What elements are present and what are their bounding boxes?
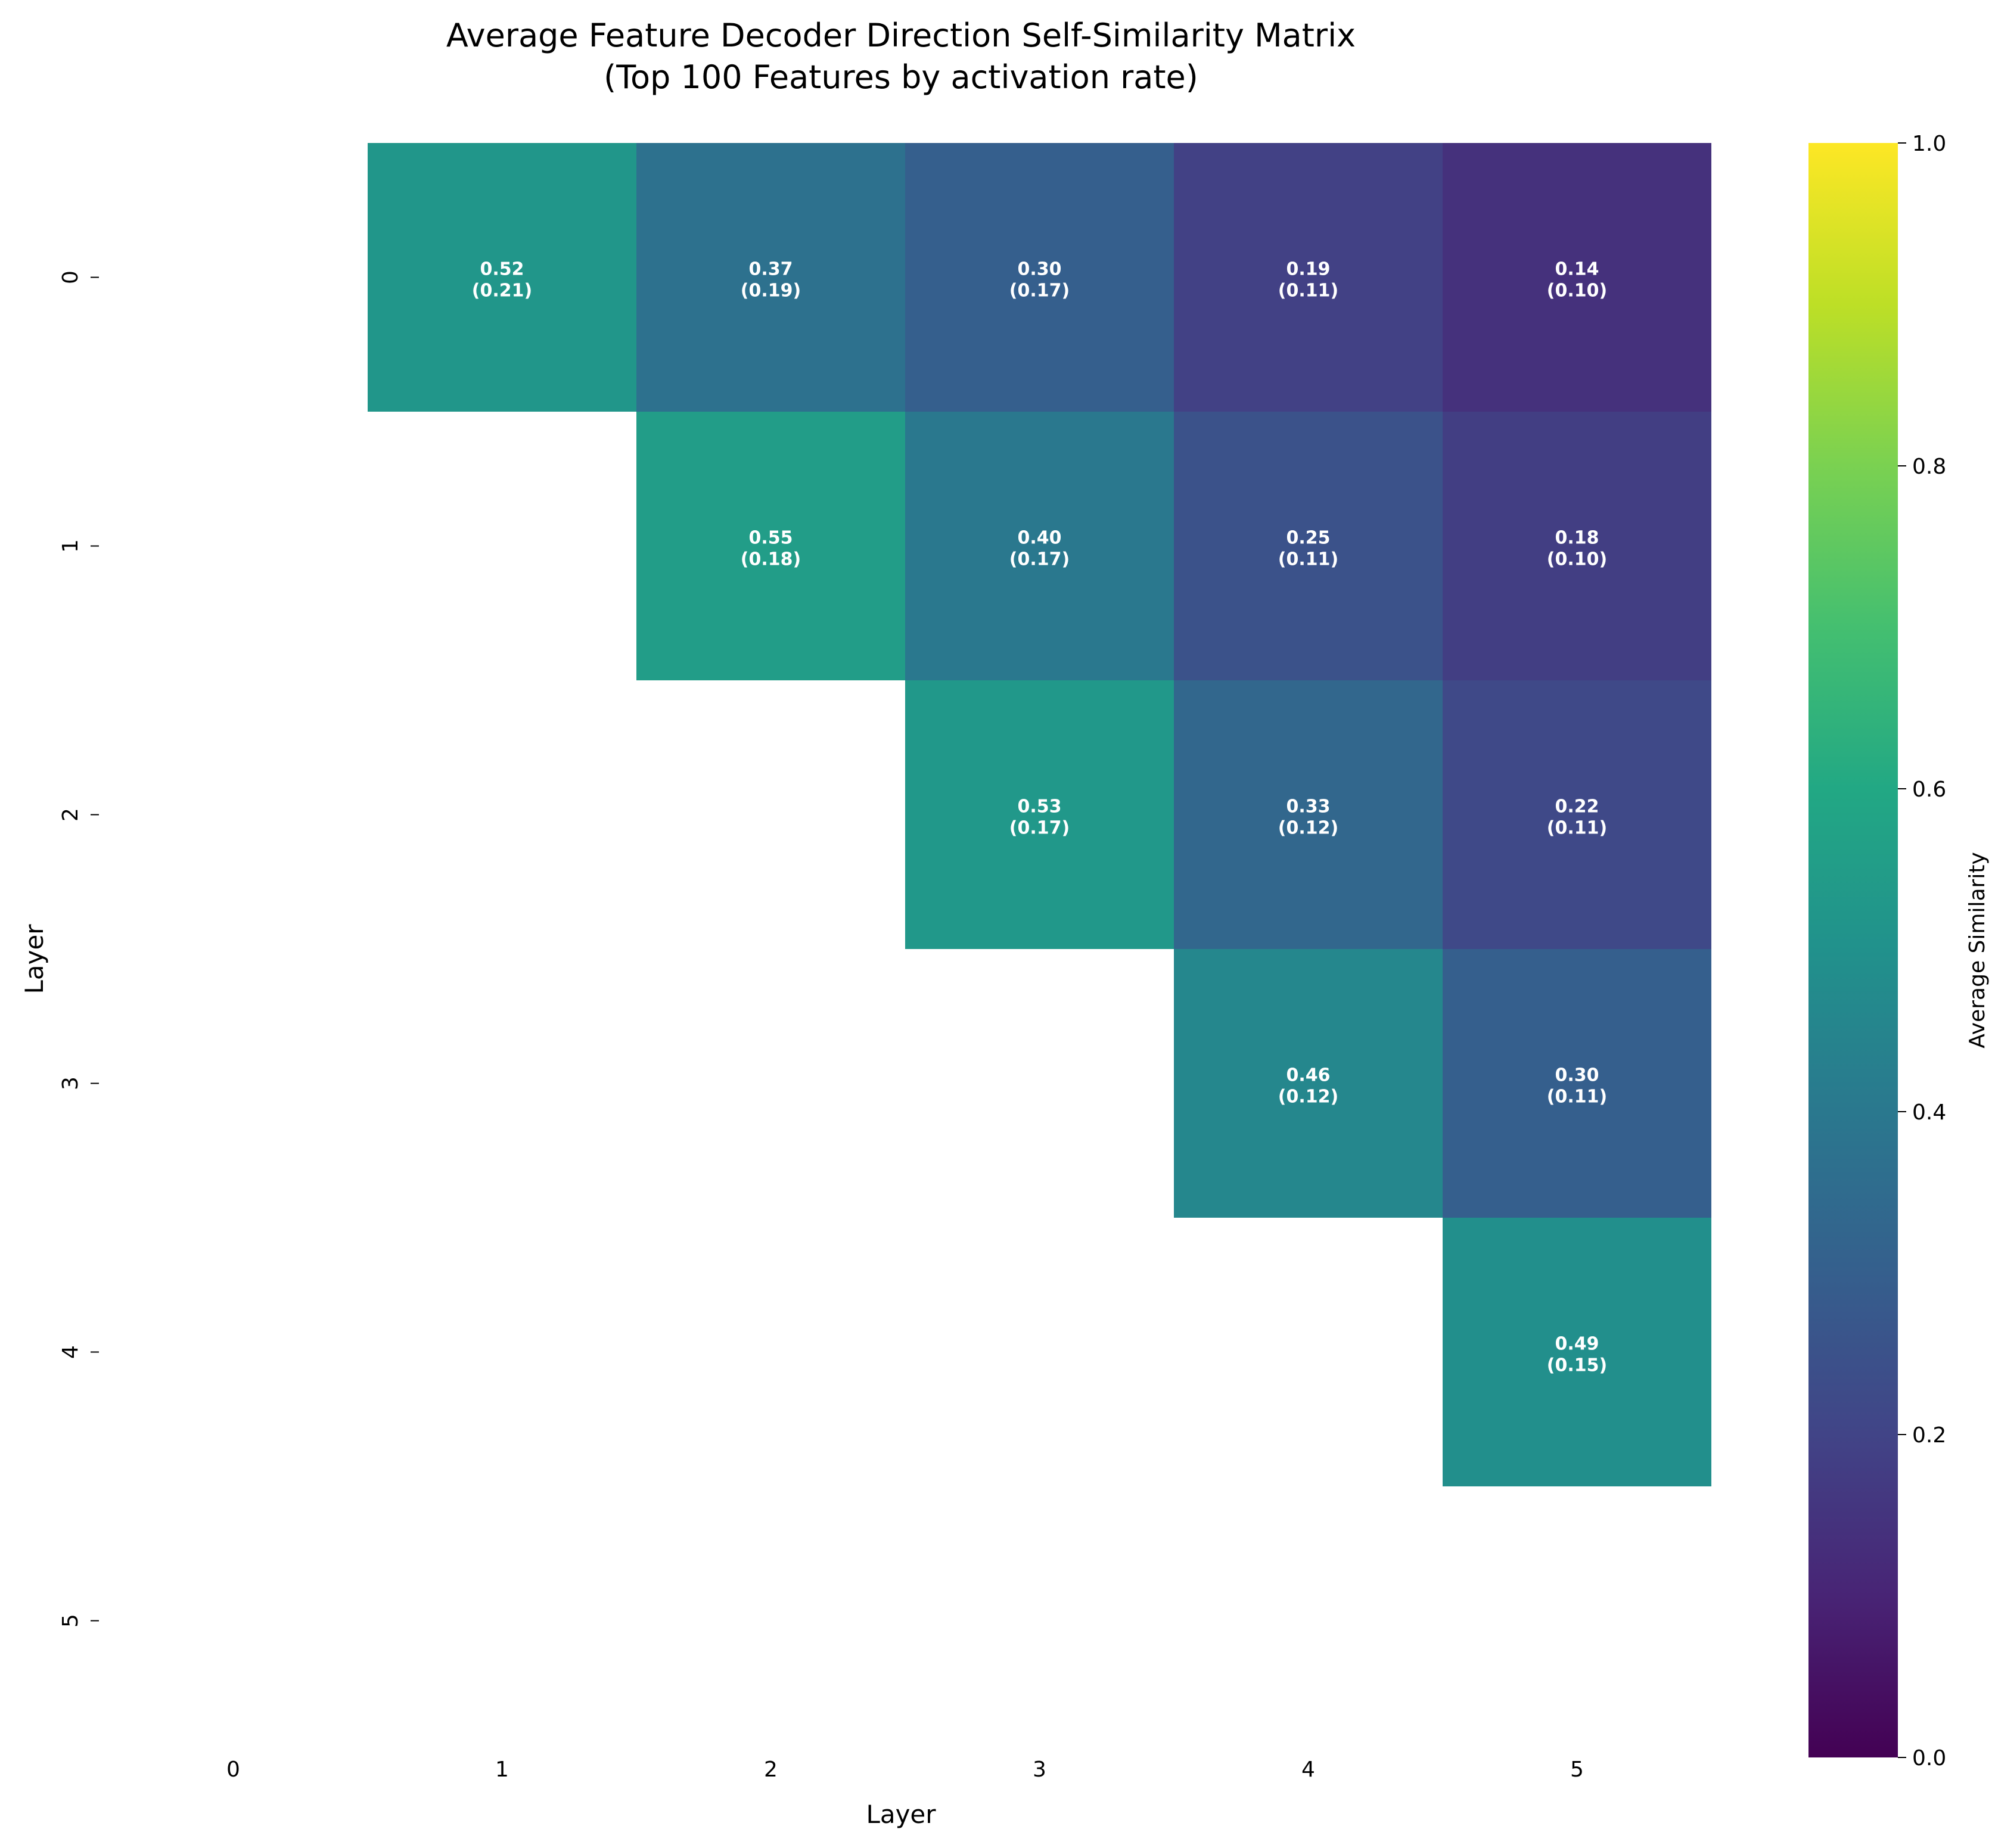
cell-std-label: (0.21) xyxy=(472,281,532,301)
colorbar-label: Average Similarity xyxy=(1965,852,1990,1048)
cell-std-label: (0.10) xyxy=(1547,281,1607,301)
cell-value-label: 0.22 xyxy=(1555,797,1599,817)
cell-std-label: (0.11) xyxy=(1547,1087,1607,1107)
chart-title-line-2: (Top 100 Features by activation rate) xyxy=(604,58,1198,96)
colorbar-tick-label: 0.8 xyxy=(1912,455,1946,479)
cell-value-label: 0.55 xyxy=(748,528,793,549)
cell-value-label: 0.25 xyxy=(1286,528,1330,549)
cell-value-label: 0.19 xyxy=(1286,259,1330,280)
heatmap-cell xyxy=(1174,949,1443,1218)
y-tick-label: 4 xyxy=(58,1345,83,1359)
colorbar-tick-label: 0.2 xyxy=(1912,1423,1946,1448)
heatmap-cell xyxy=(636,143,905,412)
cell-value-label: 0.52 xyxy=(480,259,524,280)
cell-value-label: 0.49 xyxy=(1555,1334,1599,1355)
colorbar-tick-label: 1.0 xyxy=(1912,132,1946,156)
y-tick-label: 3 xyxy=(58,1077,83,1090)
heatmap-cell xyxy=(1443,680,1711,949)
heatmap-cell xyxy=(1443,949,1711,1218)
chart-title-line-1: Average Feature Decoder Direction Self-S… xyxy=(446,17,1356,54)
heatmap-cell xyxy=(1443,412,1711,680)
cell-std-label: (0.17) xyxy=(1009,281,1070,301)
cell-value-label: 0.46 xyxy=(1286,1065,1330,1086)
heatmap-cell xyxy=(636,412,905,680)
colorbar-tick-label: 0.0 xyxy=(1912,1746,1946,1771)
colorbar xyxy=(1808,143,1898,1757)
y-tick-label: 2 xyxy=(58,808,83,822)
y-tick-label: 1 xyxy=(58,539,83,553)
cell-std-label: (0.10) xyxy=(1547,549,1607,570)
cell-std-label: (0.17) xyxy=(1009,549,1070,570)
colorbar-tick-label: 0.4 xyxy=(1912,1100,1946,1125)
x-tick-label: 0 xyxy=(226,1757,240,1782)
colorbar-tick-label: 0.6 xyxy=(1912,777,1946,802)
cell-value-label: 0.53 xyxy=(1017,797,1061,817)
cell-value-label: 0.30 xyxy=(1017,259,1061,280)
x-tick-label: 1 xyxy=(495,1757,509,1782)
colorbar-ticks: 0.0 0.2 0.4 0.6 0.8 1.0 xyxy=(1898,132,1946,1771)
cell-value-label: 0.40 xyxy=(1017,528,1061,549)
cell-value-label: 0.33 xyxy=(1286,797,1330,817)
heatmap-cell xyxy=(1443,1218,1711,1486)
x-tick-label: 4 xyxy=(1301,1757,1315,1782)
cell-std-label: (0.11) xyxy=(1278,281,1338,301)
cell-std-label: (0.19) xyxy=(741,281,801,301)
cell-value-label: 0.37 xyxy=(748,259,793,280)
heatmap-cell xyxy=(368,143,636,412)
y-axis-label: Layer xyxy=(20,924,49,994)
cell-std-label: (0.12) xyxy=(1278,818,1338,839)
y-tick-label: 0 xyxy=(58,270,83,284)
x-tick-label: 5 xyxy=(1570,1757,1584,1782)
heatmap-cell xyxy=(1174,680,1443,949)
heatmap-cell xyxy=(905,143,1174,412)
heatmap-plot-area: 0.52(0.21)0.37(0.19)0.30(0.17)0.19(0.11)… xyxy=(368,143,1711,1486)
cell-value-label: 0.30 xyxy=(1555,1065,1599,1086)
y-axis-ticks: 0 1 2 3 4 5 xyxy=(58,270,99,1628)
cell-std-label: (0.11) xyxy=(1278,549,1338,570)
cell-value-label: 0.18 xyxy=(1555,528,1599,549)
cell-std-label: (0.11) xyxy=(1547,818,1607,839)
cell-std-label: (0.18) xyxy=(741,549,801,570)
heatmap-cell xyxy=(1174,412,1443,680)
heatmap-cell xyxy=(1443,143,1711,412)
heatmap-cell xyxy=(1174,143,1443,412)
y-tick-label: 5 xyxy=(58,1614,83,1628)
cell-std-label: (0.15) xyxy=(1547,1355,1607,1376)
cell-value-label: 0.14 xyxy=(1555,259,1599,280)
heatmap-cell xyxy=(905,412,1174,680)
x-tick-label: 2 xyxy=(764,1757,778,1782)
cell-std-label: (0.12) xyxy=(1278,1087,1338,1107)
x-axis-ticks: 0 1 2 3 4 5 xyxy=(226,1757,1584,1782)
heatmap-cell xyxy=(905,680,1174,949)
cell-std-label: (0.17) xyxy=(1009,818,1070,839)
x-tick-label: 3 xyxy=(1033,1757,1046,1782)
x-axis-label: Layer xyxy=(866,1800,936,1829)
